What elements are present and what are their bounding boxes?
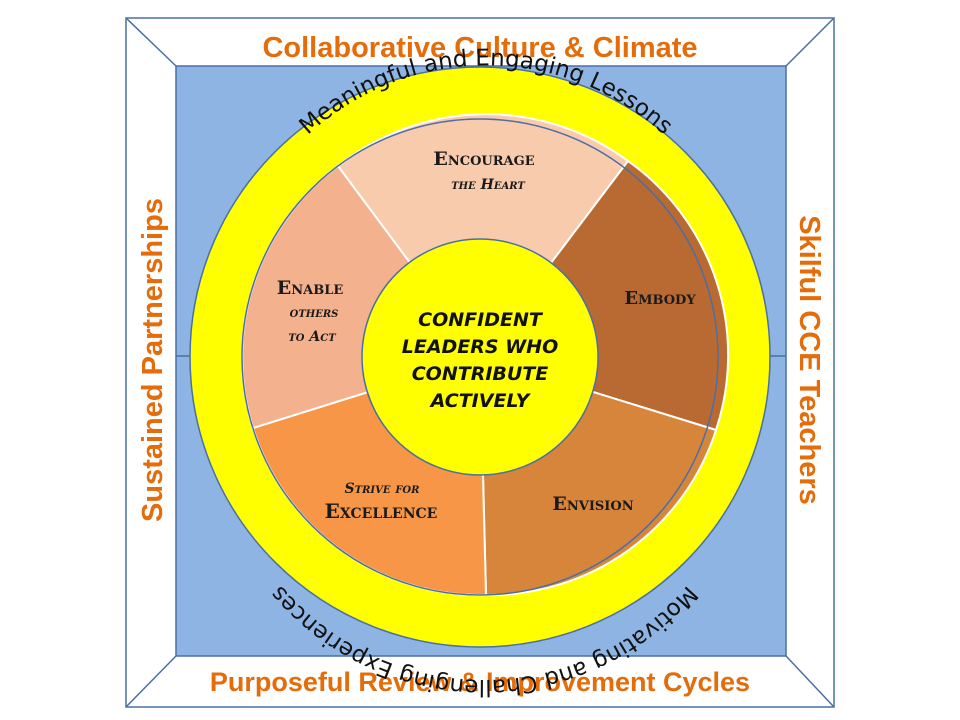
center-line-4: ACTIVELY <box>429 390 532 412</box>
frame-label-left: Sustained Partnerships <box>137 198 169 522</box>
segment-enable-line3: to Act <box>288 329 337 345</box>
segment-encourage-subtitle: the Heart <box>451 177 526 193</box>
segment-encourage <box>336 113 630 359</box>
frame-label-bottom: Purposeful Review & Improvement Cycles <box>210 667 750 697</box>
pie-outline <box>241 118 719 596</box>
frame-corner-bottom-right <box>785 655 835 708</box>
frame-corner-top-left <box>125 17 177 67</box>
segment-envision-title: Envision <box>552 493 633 515</box>
center-circle <box>361 238 599 476</box>
frame-label-top: Collaborative Culture & Climate <box>262 32 697 64</box>
center-line-3: CONTRIBUTE <box>412 363 549 385</box>
frame-corner-top-right <box>785 17 835 67</box>
segment-enable-line2: others <box>290 305 339 321</box>
segment-embody-title: Embody <box>624 288 696 309</box>
segment-strive-title: Excellence <box>325 499 438 523</box>
center-line-2: LEADERS WHO <box>402 336 558 358</box>
frame-label-right: Skilful CCE Teachers <box>793 215 825 505</box>
segment-enable-title: Enable <box>277 277 344 299</box>
segment-strive-subtitle: Strive for <box>345 481 420 497</box>
frame-corner-bottom-left <box>125 655 177 708</box>
segment-encourage-title: Encourage <box>433 148 534 170</box>
center-line-1: CONFIDENT <box>418 309 544 331</box>
